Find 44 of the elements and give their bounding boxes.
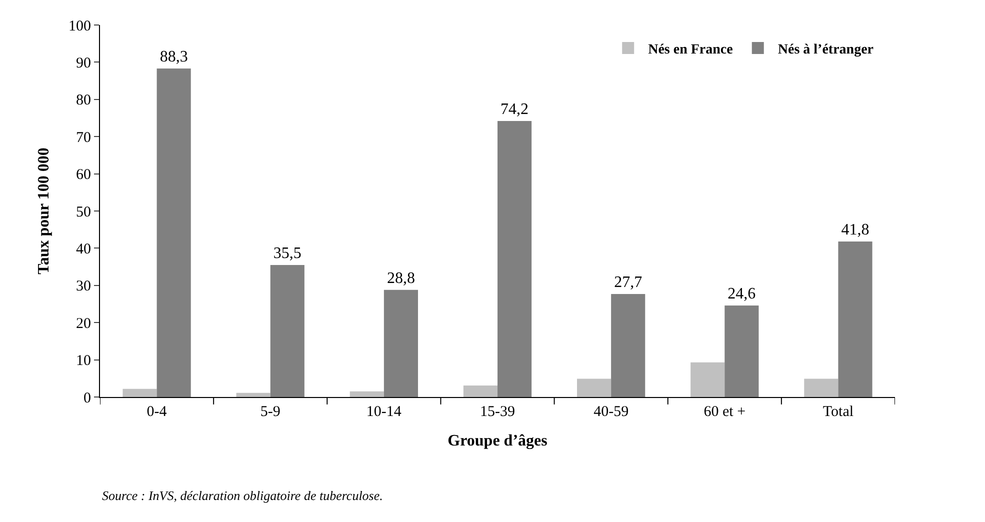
bar: [611, 294, 646, 397]
bar: [270, 264, 304, 397]
bar: [122, 388, 157, 397]
bar: [577, 378, 612, 397]
data-label: 27,7: [614, 274, 642, 291]
legend-label: Nés en France: [648, 42, 733, 58]
y-tick-label: 10: [76, 353, 91, 370]
bar: [463, 385, 498, 397]
y-tick-label: 60: [76, 167, 91, 184]
source-note: Source : InVS, déclaration obligatoire de tuberculose.: [102, 488, 383, 503]
data-label: 41,8: [841, 222, 870, 238]
y-tick-label: 70: [76, 130, 91, 146]
data-label: 88,3: [160, 48, 188, 66]
data-label: 28,8: [386, 270, 415, 287]
y-tick-label: 50: [76, 204, 91, 220]
bar: [690, 362, 725, 397]
bar: [236, 392, 270, 397]
x-tick-label: 0-4: [146, 404, 168, 420]
bar: [838, 242, 872, 397]
x-tick-label: 60 et +: [704, 404, 746, 420]
bar: [804, 378, 838, 397]
x-tick-label: 10-14: [366, 404, 402, 420]
data-label: 74,2: [500, 100, 529, 118]
y-tick-label: 30: [76, 278, 91, 295]
x-tick-label: 5-9: [260, 404, 280, 420]
bar: [350, 391, 384, 397]
y-tick-label: 20: [76, 316, 91, 332]
x-axis-title: Groupe d’âges: [448, 432, 548, 450]
y-tick-label: 0: [84, 390, 91, 406]
y-axis-title: Taux pour 100 000: [35, 148, 52, 274]
x-tick-label: 40-59: [594, 404, 629, 420]
bar: [724, 305, 759, 397]
data-label: 24,6: [728, 285, 756, 302]
bar: [384, 290, 418, 397]
x-tick-label: 15-39: [480, 404, 515, 420]
bar: [498, 120, 532, 397]
y-tick-label: 40: [76, 241, 91, 258]
y-tick-label: 90: [76, 55, 91, 72]
bar: [156, 68, 191, 397]
legend-label: Nés à l’étranger: [778, 42, 874, 58]
y-tick-label: 100: [68, 18, 91, 34]
x-tick-label: Total: [822, 404, 854, 420]
y-tick-label: 80: [76, 92, 91, 109]
data-label: 35,5: [273, 244, 302, 262]
